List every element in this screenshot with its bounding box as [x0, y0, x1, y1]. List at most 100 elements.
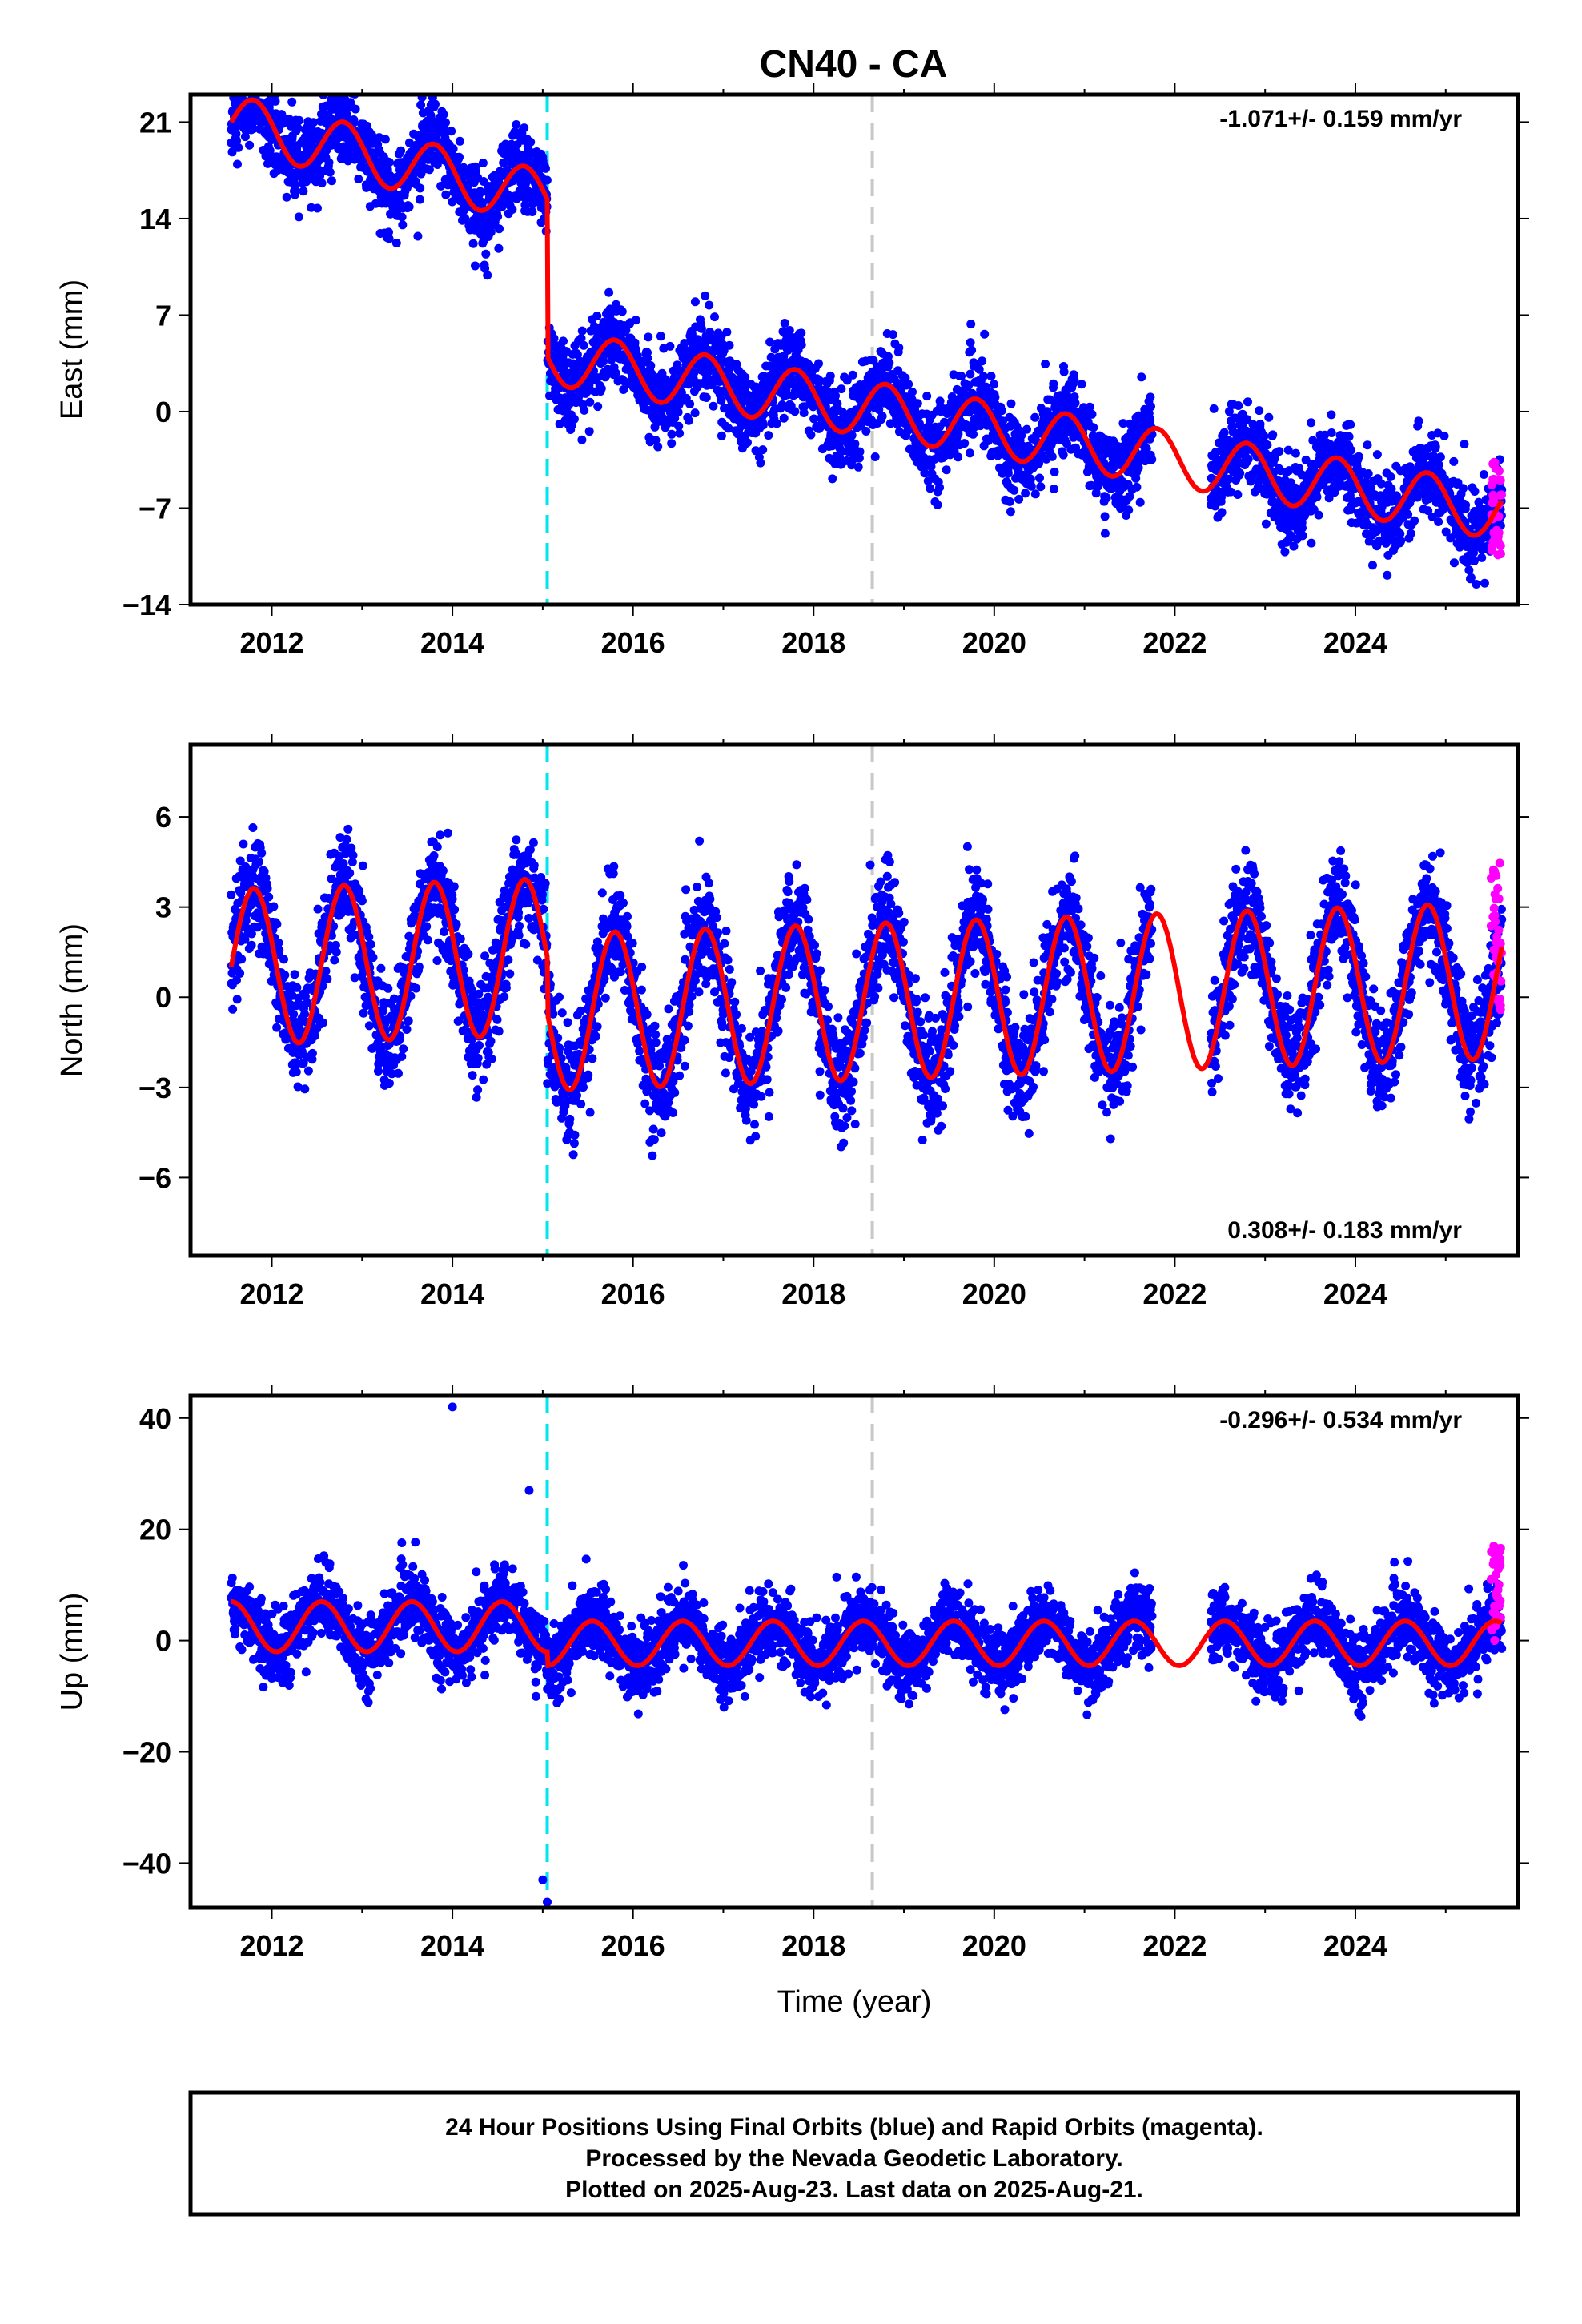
final-orbit-point: [1469, 557, 1479, 565]
final-orbit-point: [265, 146, 275, 155]
final-orbit-point: [847, 431, 857, 440]
final-orbit-point: [368, 953, 378, 963]
final-orbit-point: [1059, 367, 1069, 376]
final-orbit-point: [1383, 570, 1392, 580]
final-orbit-point: [1135, 497, 1145, 507]
final-orbit-point: [861, 427, 871, 436]
final-orbit-point: [541, 163, 550, 173]
final-orbit-point: [235, 856, 245, 866]
final-orbit-point: [413, 231, 423, 241]
final-orbit-point: [1312, 493, 1322, 501]
final-orbit-point: [933, 500, 942, 509]
final-orbit-point: [291, 1001, 301, 1011]
final-orbit-point: [697, 324, 706, 333]
final-orbit-point: [287, 97, 297, 107]
final-orbit-point: [455, 152, 464, 162]
final-orbit-point: [478, 159, 488, 167]
final-orbit-point: [710, 312, 719, 322]
final-orbit-point: [526, 137, 536, 147]
final-orbit-point: [780, 319, 789, 328]
final-orbit-point: [397, 212, 407, 222]
final-orbit-point: [318, 981, 327, 991]
final-orbit-point: [1376, 479, 1386, 489]
final-orbit-point: [1435, 452, 1445, 462]
final-orbit-point: [542, 175, 552, 185]
y-tick-label: 0: [155, 396, 171, 428]
final-orbit-point: [1006, 507, 1015, 517]
final-orbit-point: [436, 181, 446, 191]
final-orbit-point: [1479, 470, 1488, 479]
final-orbit-point: [415, 195, 424, 204]
final-orbit-point: [330, 955, 339, 965]
final-orbit-point: [1063, 392, 1073, 401]
final-orbit-point: [1219, 428, 1229, 437]
final-orbit-point: [585, 397, 595, 407]
final-orbit-point: [779, 413, 789, 423]
final-orbit-point: [593, 402, 603, 412]
final-orbit-point: [351, 104, 360, 114]
final-orbit-point: [790, 407, 800, 416]
final-orbit-point: [1005, 497, 1014, 506]
final-orbit-point: [1026, 481, 1036, 491]
final-orbit-point: [1268, 430, 1278, 440]
final-orbit-point: [1410, 516, 1419, 525]
final-orbit-point: [398, 220, 408, 230]
final-orbit-point: [1233, 490, 1243, 499]
final-orbit-point: [675, 428, 685, 438]
final-orbit-point: [1295, 464, 1303, 472]
final-orbit-point: [656, 332, 665, 341]
x-tick-label: 2016: [601, 626, 665, 659]
final-orbit-point: [1047, 452, 1057, 461]
final-orbit-point: [233, 159, 242, 169]
final-orbit-point: [235, 969, 245, 978]
final-orbit-point: [997, 406, 1006, 416]
final-orbit-point: [295, 115, 304, 125]
final-orbit-point: [293, 123, 303, 133]
final-orbit-point: [814, 376, 824, 385]
final-orbit-point: [837, 447, 846, 456]
final-orbit-point: [350, 973, 359, 983]
final-orbit-point: [478, 199, 487, 208]
final-orbit-point: [354, 175, 363, 183]
final-orbit-point: [797, 328, 806, 338]
final-orbit-point: [358, 861, 367, 870]
final-orbit-point: [942, 465, 951, 475]
final-orbit-point: [234, 143, 243, 152]
final-orbit-point: [705, 328, 715, 337]
final-orbit-point: [349, 115, 359, 124]
final-orbit-point: [307, 1048, 317, 1058]
final-orbit-point: [1466, 573, 1476, 582]
final-orbit-point: [447, 127, 456, 136]
x-tick-label: 2024: [1323, 626, 1387, 659]
final-orbit-point: [1022, 424, 1031, 434]
final-orbit-point: [495, 224, 504, 234]
final-orbit-point: [964, 380, 974, 390]
final-orbit-point: [954, 429, 963, 439]
final-orbit-point: [1209, 404, 1219, 413]
final-orbit-point: [741, 372, 750, 382]
final-orbit-point: [967, 345, 977, 355]
final-orbit-point: [323, 975, 332, 984]
final-orbit-point: [831, 391, 840, 400]
final-orbit-point: [303, 999, 312, 1007]
final-orbit-point: [291, 1068, 301, 1077]
final-orbit-point: [599, 357, 608, 366]
final-orbit-point: [416, 183, 425, 193]
final-orbit-point: [1314, 510, 1323, 520]
final-orbit-point: [809, 414, 819, 424]
final-orbit-point: [1224, 407, 1234, 416]
final-orbit-point: [300, 1084, 310, 1094]
final-orbit-point: [1085, 402, 1094, 412]
final-orbit-point: [416, 100, 426, 110]
final-orbit-point: [1387, 485, 1396, 493]
final-orbit-point: [263, 883, 272, 893]
final-orbit-point: [990, 392, 1000, 402]
final-orbit-point: [1261, 519, 1271, 529]
final-orbit-point: [592, 312, 602, 320]
final-orbit-point: [1289, 541, 1299, 551]
final-orbit-point: [1264, 412, 1274, 422]
final-orbit-point: [974, 364, 984, 374]
final-orbit-point: [280, 971, 290, 980]
final-orbit-point: [380, 135, 390, 144]
final-orbit-point: [966, 369, 975, 379]
